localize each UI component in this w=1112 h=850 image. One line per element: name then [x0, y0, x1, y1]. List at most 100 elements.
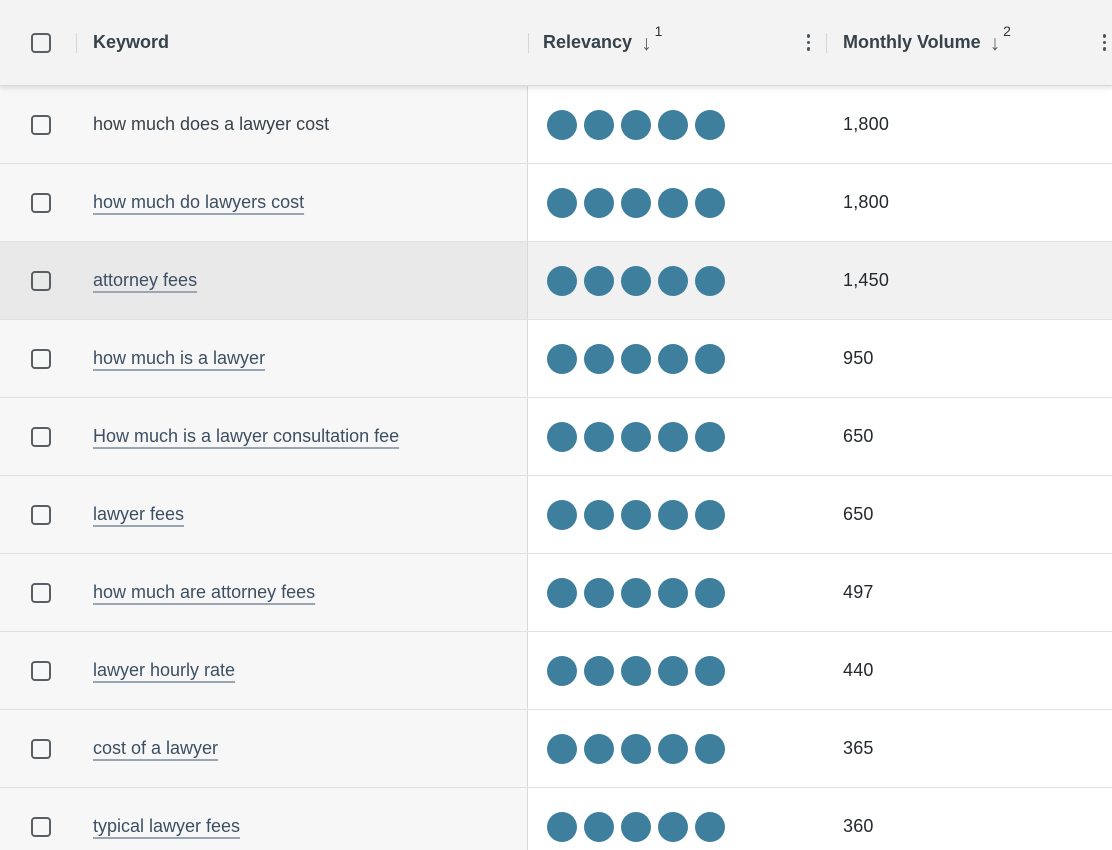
row-checkbox[interactable] — [31, 426, 51, 447]
relevancy-dot — [658, 811, 688, 842]
relevancy-rating — [547, 733, 725, 764]
relevancy-dot — [621, 499, 651, 530]
relevancy-dot — [621, 265, 651, 296]
relevancy-dot — [547, 265, 577, 296]
relevancy-dot — [584, 421, 614, 452]
relevancy-dot — [695, 655, 725, 686]
volume-cell: 1,800 — [826, 164, 1112, 241]
header-divider — [826, 32, 827, 53]
relevancy-dot — [621, 109, 651, 140]
table-row: lawyer fees 650 — [0, 476, 1112, 554]
keyword-link[interactable]: lawyer fees — [93, 504, 185, 524]
relevancy-rating — [547, 577, 725, 608]
relevancy-dot — [695, 811, 725, 842]
relevancy-dot — [658, 421, 688, 452]
row-checkbox[interactable] — [31, 270, 51, 291]
relevancy-cell — [528, 632, 826, 709]
relevancy-dot — [695, 421, 725, 452]
row-checkbox-cell — [0, 632, 76, 709]
relevancy-cell — [528, 788, 826, 850]
volume-cell: 1,800 — [826, 86, 1112, 163]
monthly-volume-value: 1,450 — [843, 270, 890, 290]
row-checkbox[interactable] — [31, 504, 51, 525]
keyword-cell: How much is a lawyer consultation fee — [76, 398, 528, 475]
keyword-link[interactable]: attorney fees — [93, 270, 198, 290]
sort-rank-badge: 2 — [1003, 22, 1011, 39]
relevancy-rating — [547, 655, 725, 686]
relevancy-dot — [695, 577, 725, 608]
volume-cell: 365 — [826, 710, 1112, 787]
keyword-cell: how much do lawyers cost — [76, 164, 528, 241]
relevancy-rating — [547, 499, 725, 530]
relevancy-cell — [528, 554, 826, 631]
row-checkbox-cell — [0, 242, 76, 319]
relevancy-cell — [528, 398, 826, 475]
relevancy-dot — [547, 343, 577, 374]
header-keyword-cell: Keyword — [76, 0, 528, 85]
row-checkbox[interactable] — [31, 816, 51, 837]
relevancy-dot — [695, 499, 725, 530]
volume-cell: 950 — [826, 320, 1112, 397]
monthly-volume-column-header[interactable]: Monthly Volume — [843, 32, 981, 52]
volume-cell: 360 — [826, 788, 1112, 850]
relevancy-dot — [658, 187, 688, 218]
row-checkbox[interactable] — [31, 192, 51, 213]
relevancy-rating — [547, 421, 725, 452]
monthly-volume-value: 650 — [843, 504, 874, 524]
keyword-link[interactable]: cost of a lawyer — [93, 738, 219, 758]
monthly-volume-value: 497 — [843, 582, 874, 602]
select-all-checkbox[interactable] — [31, 32, 51, 53]
table-row: how much does a lawyer cost 1,800 — [0, 86, 1112, 164]
relevancy-dot — [621, 187, 651, 218]
monthly-volume-value: 440 — [843, 660, 874, 680]
row-checkbox-cell — [0, 788, 76, 850]
keyword-link[interactable]: How much is a lawyer consultation fee — [93, 426, 400, 446]
row-checkbox[interactable] — [31, 738, 51, 759]
keyword-cell: attorney fees — [76, 242, 528, 319]
row-checkbox-cell — [0, 86, 76, 163]
volume-column-menu-icon[interactable] — [1099, 28, 1111, 57]
header-checkbox-cell — [0, 0, 76, 85]
keyword-column-header: Keyword — [93, 32, 170, 52]
relevancy-dot — [584, 265, 614, 296]
row-checkbox[interactable] — [31, 114, 51, 135]
relevancy-dot — [584, 187, 614, 218]
relevancy-rating — [547, 187, 725, 218]
volume-cell: 1,450 — [826, 242, 1112, 319]
table-row: how much are attorney fees 497 — [0, 554, 1112, 632]
row-checkbox-cell — [0, 476, 76, 553]
keyword-link[interactable]: how much do lawyers cost — [93, 192, 305, 212]
relevancy-dot — [584, 499, 614, 530]
keyword-link[interactable]: how much is a lawyer — [93, 348, 266, 368]
relevancy-dot — [584, 109, 614, 140]
relevancy-cell — [528, 242, 826, 319]
table-header: Keyword Relevancy ↓ 1 Monthly Volume ↓ 2 — [0, 0, 1112, 86]
relevancy-dot — [695, 265, 725, 296]
monthly-volume-value: 950 — [843, 348, 874, 368]
table-row: how much is a lawyer 950 — [0, 320, 1112, 398]
keyword-cell: cost of a lawyer — [76, 710, 528, 787]
sort-descending-icon[interactable]: ↓ — [641, 31, 652, 55]
row-checkbox[interactable] — [31, 660, 51, 681]
table-row: attorney fees 1,450 — [0, 242, 1112, 320]
keyword-link[interactable]: how much are attorney fees — [93, 582, 316, 602]
relevancy-dot — [658, 499, 688, 530]
header-divider — [76, 32, 77, 53]
relevancy-dot — [547, 421, 577, 452]
sort-descending-icon[interactable]: ↓ — [989, 31, 1001, 55]
relevancy-rating — [547, 811, 725, 842]
header-volume-cell: Monthly Volume ↓ 2 — [826, 0, 1112, 85]
keyword-link[interactable]: typical lawyer fees — [93, 816, 241, 836]
relevancy-dot — [584, 655, 614, 686]
keyword-link[interactable]: lawyer hourly rate — [93, 660, 236, 680]
relevancy-dot — [547, 811, 577, 842]
relevancy-dot — [695, 187, 725, 218]
relevancy-cell — [528, 476, 826, 553]
relevancy-column-menu-icon[interactable] — [803, 28, 815, 57]
relevancy-cell — [528, 86, 826, 163]
relevancy-column-header[interactable]: Relevancy — [543, 32, 633, 52]
row-checkbox[interactable] — [31, 582, 51, 603]
row-checkbox[interactable] — [31, 348, 51, 369]
table-row: cost of a lawyer 365 — [0, 710, 1112, 788]
